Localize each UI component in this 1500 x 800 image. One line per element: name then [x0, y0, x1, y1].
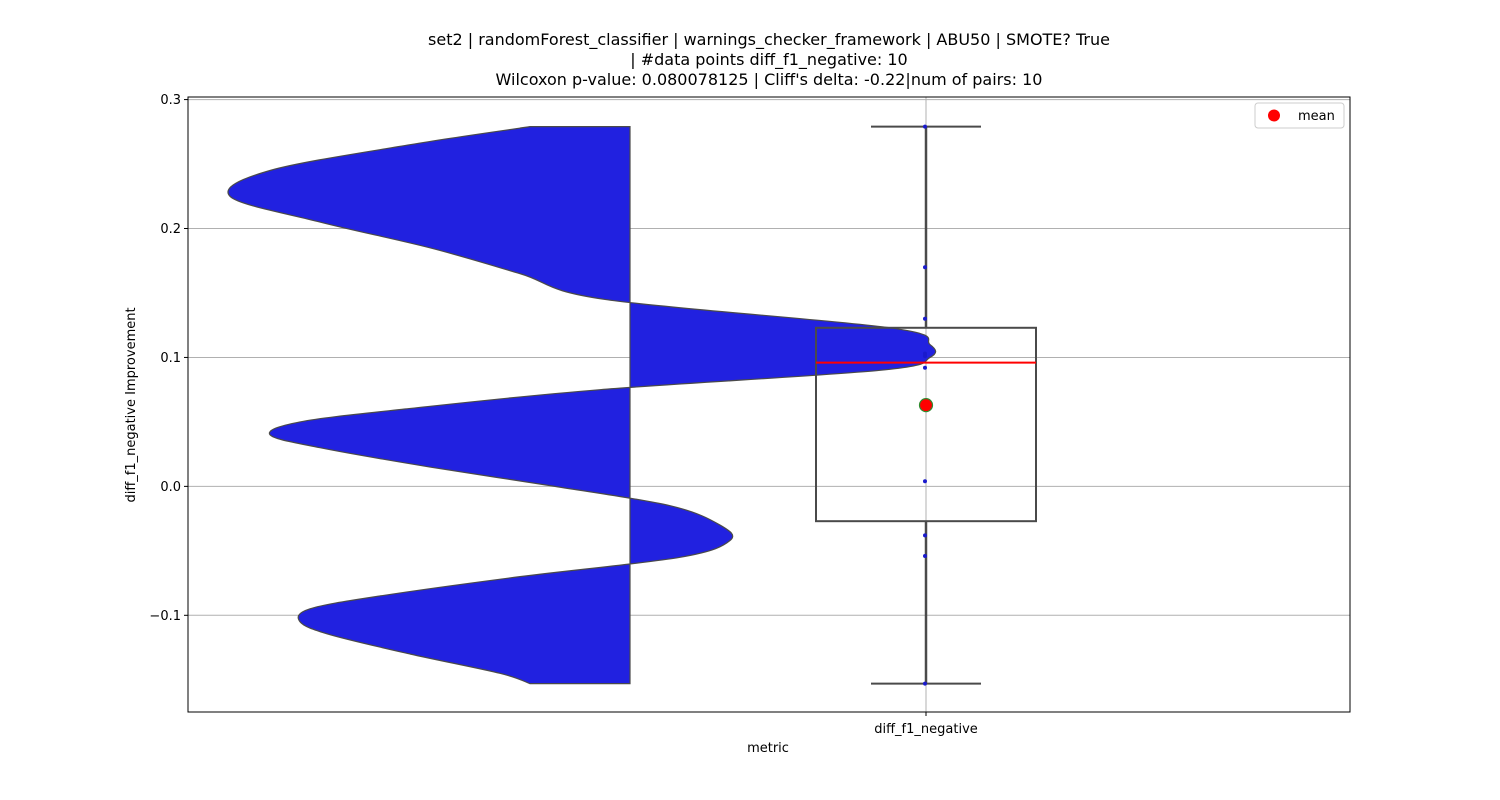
chart-title-line-2: | #data points diff_f1_negative: 10	[630, 50, 908, 69]
x-tick-label: diff_f1_negative	[874, 722, 978, 737]
data-point	[923, 124, 927, 129]
data-point	[923, 553, 927, 558]
data-point	[923, 365, 927, 370]
chart-title-line-1: set2 | randomForest_classifier | warning…	[428, 30, 1110, 49]
boxplot-layer	[815, 124, 1037, 686]
axis-layer: −0.1 0.0 0.1 0.2 0.3 diff_f1_negative	[149, 93, 977, 737]
data-point	[923, 316, 927, 321]
data-point	[923, 681, 927, 686]
violin-body	[227, 126, 937, 685]
data-point	[923, 265, 927, 270]
data-point	[923, 479, 927, 484]
mean-marker	[918, 398, 934, 413]
data-point	[923, 354, 927, 359]
data-point	[923, 533, 927, 538]
legend: mean	[1254, 102, 1345, 129]
y-tick-label: −0.1	[149, 609, 181, 624]
y-axis-label: diff_f1_negative Improvement	[124, 307, 139, 502]
violin-layer	[227, 126, 937, 685]
legend-frame	[1254, 102, 1345, 129]
y-tick-label: 0.3	[160, 93, 181, 108]
legend-label-mean: mean	[1298, 109, 1335, 124]
y-tick-label: 0.1	[160, 351, 181, 366]
legend-mean-marker	[1268, 109, 1280, 122]
plot-frame	[187, 96, 1351, 713]
x-axis-label: metric	[747, 741, 789, 756]
y-tick-label: 0.2	[160, 222, 181, 237]
box-iqr	[815, 326, 1037, 523]
chart-title-line-3: Wilcoxon p-value: 0.080078125 | Cliff's …	[495, 70, 1043, 89]
y-tick-label: 0.0	[160, 480, 181, 495]
